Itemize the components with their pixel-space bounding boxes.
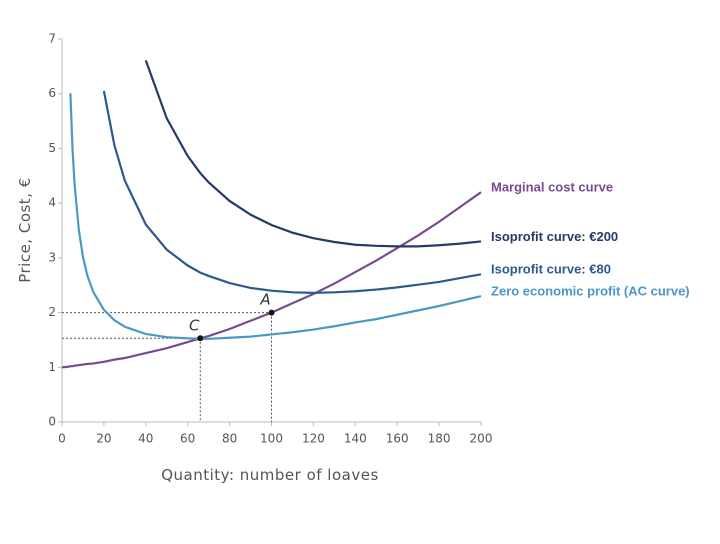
x-tick-label: 80 [222, 432, 237, 446]
x-tick-label: 20 [96, 432, 111, 446]
x-tick-label: 120 [302, 432, 325, 446]
point-label: C [189, 316, 200, 334]
legend-label: Marginal cost curve [491, 180, 613, 195]
x-tick-label: 60 [180, 432, 195, 446]
x-tick-label: 100 [260, 432, 283, 446]
x-tick-label: 40 [138, 432, 153, 446]
x-tick-label: 200 [470, 432, 493, 446]
y-tick-label: 6 [48, 86, 56, 100]
point [197, 335, 204, 342]
y-tick-label: 2 [48, 305, 56, 319]
series-line [102, 90, 482, 294]
y-tick-label: 0 [48, 415, 56, 429]
x-tick-label: 180 [428, 432, 451, 446]
series-line [61, 191, 482, 369]
y-tick-label: 3 [48, 250, 56, 264]
legend-label: Isoprofit curve: €80 [491, 262, 611, 277]
y-tick-label: 4 [48, 196, 56, 210]
legend-label: Isoprofit curve: €200 [491, 229, 618, 244]
y-axis-title: Price, Cost, € [16, 177, 34, 283]
legend-label: Zero economic profit (AC curve) [491, 284, 690, 299]
x-axis-title: Quantity: number of loaves [161, 466, 379, 484]
series-line [69, 93, 482, 340]
point-label: A [259, 291, 270, 309]
x-tick-label: 140 [344, 432, 367, 446]
y-tick-label: 1 [48, 360, 56, 374]
x-tick-label: 160 [386, 432, 409, 446]
series-line [144, 59, 482, 248]
x-tick-label: 0 [58, 432, 66, 446]
point [268, 309, 275, 316]
y-tick-label: 5 [48, 141, 56, 155]
y-tick-label: 7 [48, 32, 56, 46]
